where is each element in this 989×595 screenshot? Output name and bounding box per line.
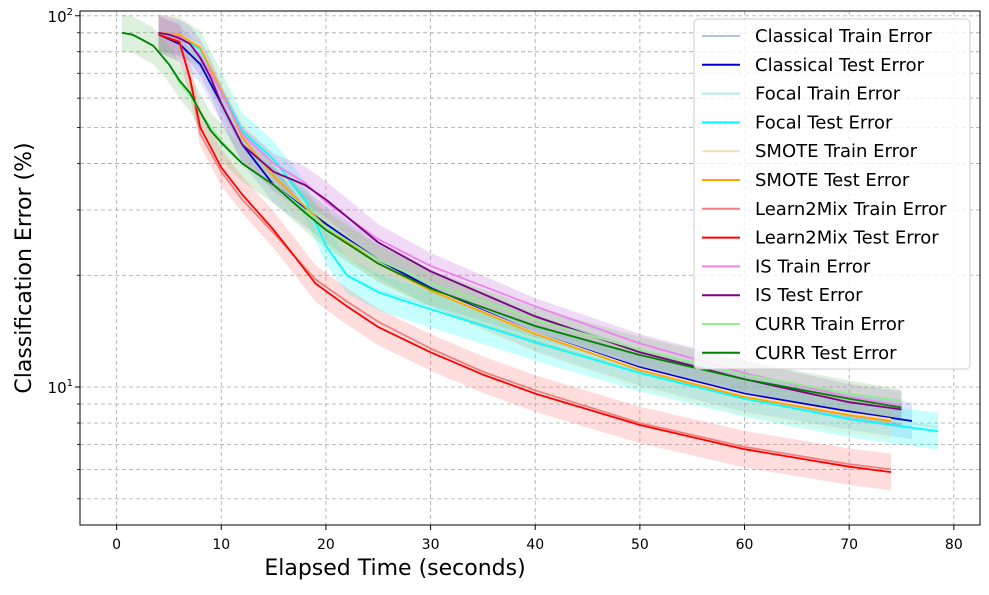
legend-label: Learn2Mix Test Error — [755, 228, 939, 249]
series-line — [121, 31, 902, 409]
series-band — [158, 14, 902, 428]
series-line — [158, 33, 892, 473]
series-line — [158, 33, 913, 422]
y-axis-label: Classification Error (%) — [12, 142, 37, 393]
legend-label: SMOTE Test Error — [755, 170, 910, 191]
series-line — [158, 31, 892, 422]
plot-frame — [79, 10, 981, 526]
x-tick-label: 80 — [945, 537, 963, 553]
series-band — [121, 14, 902, 426]
legend-label: Focal Train Error — [755, 84, 901, 105]
x-tick-label: 50 — [631, 537, 649, 553]
legend-label: CURR Train Error — [755, 314, 905, 335]
x-axis-label: Elapsed Time (seconds) — [264, 556, 525, 581]
legend-label: Learn2Mix Train Error — [755, 199, 947, 220]
legend-box — [693, 18, 971, 370]
legend-label: Classical Train Error — [755, 26, 932, 47]
legend-label: Focal Test Error — [755, 112, 893, 133]
x-tick-label: 0 — [112, 537, 121, 553]
legend: Classical Train Error Classical Test Erro… — [693, 18, 971, 370]
x-tick-label: 70 — [840, 537, 858, 553]
legend-label: SMOTE Train Error — [755, 141, 918, 162]
legend-label: IS Train Error — [755, 256, 871, 277]
series-band — [158, 14, 891, 440]
x-tick-label: 40 — [526, 537, 544, 553]
y-tick-label: 101 — [48, 378, 73, 397]
x-tick-label: 10 — [212, 537, 230, 553]
series-band — [158, 16, 939, 450]
series-line — [158, 33, 892, 471]
series-band — [158, 16, 891, 491]
x-tick-label: 20 — [317, 537, 335, 553]
legend-label: IS Test Error — [755, 285, 863, 306]
tick-layer: 0 10 20 30 40 50 60 70 80 101 102 — [48, 7, 963, 553]
legend-label: Classical Test Error — [755, 55, 925, 76]
legend-label: CURR Test Error — [755, 343, 897, 364]
x-tick-label: 60 — [736, 537, 754, 553]
y-tick-label: 102 — [48, 7, 73, 26]
x-tick-label: 30 — [422, 537, 440, 553]
series-line — [158, 31, 902, 411]
line-layer — [121, 31, 939, 473]
